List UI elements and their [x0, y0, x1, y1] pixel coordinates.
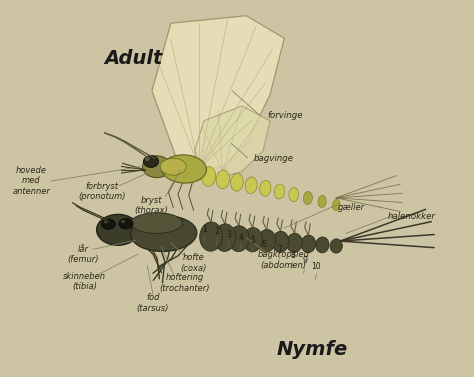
Ellipse shape: [245, 177, 257, 194]
Text: 5: 5: [250, 236, 255, 245]
Ellipse shape: [316, 237, 329, 253]
Text: 7: 7: [277, 245, 282, 254]
Ellipse shape: [330, 239, 342, 253]
Ellipse shape: [228, 226, 249, 251]
Ellipse shape: [214, 224, 236, 251]
Ellipse shape: [121, 220, 125, 223]
Text: 1: 1: [202, 225, 207, 234]
Ellipse shape: [143, 156, 171, 178]
Ellipse shape: [97, 215, 139, 245]
Ellipse shape: [301, 235, 316, 253]
Polygon shape: [194, 106, 270, 177]
Text: halenokker: halenokker: [388, 212, 436, 221]
Ellipse shape: [216, 170, 229, 189]
Ellipse shape: [272, 231, 289, 252]
Ellipse shape: [104, 221, 108, 224]
Text: hoftering
(trochanter): hoftering (trochanter): [160, 273, 210, 293]
Ellipse shape: [131, 213, 182, 233]
Ellipse shape: [201, 167, 216, 186]
Ellipse shape: [258, 230, 276, 252]
Ellipse shape: [318, 195, 326, 207]
Text: 4: 4: [238, 233, 243, 242]
Text: bagkropsled
(abdomen): bagkropsled (abdomen): [257, 250, 310, 270]
Text: gæller: gæller: [338, 203, 365, 212]
Text: 3: 3: [227, 230, 231, 239]
Ellipse shape: [303, 192, 312, 205]
Ellipse shape: [289, 188, 299, 202]
Polygon shape: [152, 16, 284, 175]
Ellipse shape: [145, 157, 150, 161]
Ellipse shape: [162, 155, 207, 183]
Text: hovede
med
antenner: hovede med antenner: [12, 166, 50, 196]
Text: Nymfe: Nymfe: [277, 340, 348, 359]
Ellipse shape: [144, 155, 158, 167]
Text: bagvinge: bagvinge: [254, 154, 293, 163]
Text: forbryst
(pronotum): forbryst (pronotum): [79, 182, 126, 201]
Text: lår
(femur): lår (femur): [68, 245, 99, 264]
Ellipse shape: [101, 219, 116, 230]
Ellipse shape: [160, 158, 186, 175]
Text: 6: 6: [262, 240, 267, 248]
Text: fod
(tarsus): fod (tarsus): [137, 293, 169, 313]
Ellipse shape: [260, 181, 271, 196]
Text: forvinge: forvinge: [268, 111, 303, 120]
Ellipse shape: [243, 228, 263, 252]
Text: 9: 9: [302, 256, 307, 265]
Text: Adult: Adult: [104, 49, 162, 68]
Text: bryst
(thorax): bryst (thorax): [134, 196, 168, 215]
Ellipse shape: [287, 233, 302, 253]
Ellipse shape: [274, 184, 285, 199]
Ellipse shape: [119, 219, 133, 229]
Text: 8: 8: [291, 251, 295, 260]
Text: hofte
(coxa): hofte (coxa): [180, 253, 207, 273]
Ellipse shape: [200, 222, 222, 251]
Text: 10: 10: [311, 262, 321, 271]
Text: 2: 2: [215, 227, 219, 236]
Text: skinneben
(tibia): skinneben (tibia): [64, 272, 106, 291]
Ellipse shape: [231, 173, 243, 191]
Ellipse shape: [131, 216, 197, 251]
Ellipse shape: [332, 199, 340, 211]
